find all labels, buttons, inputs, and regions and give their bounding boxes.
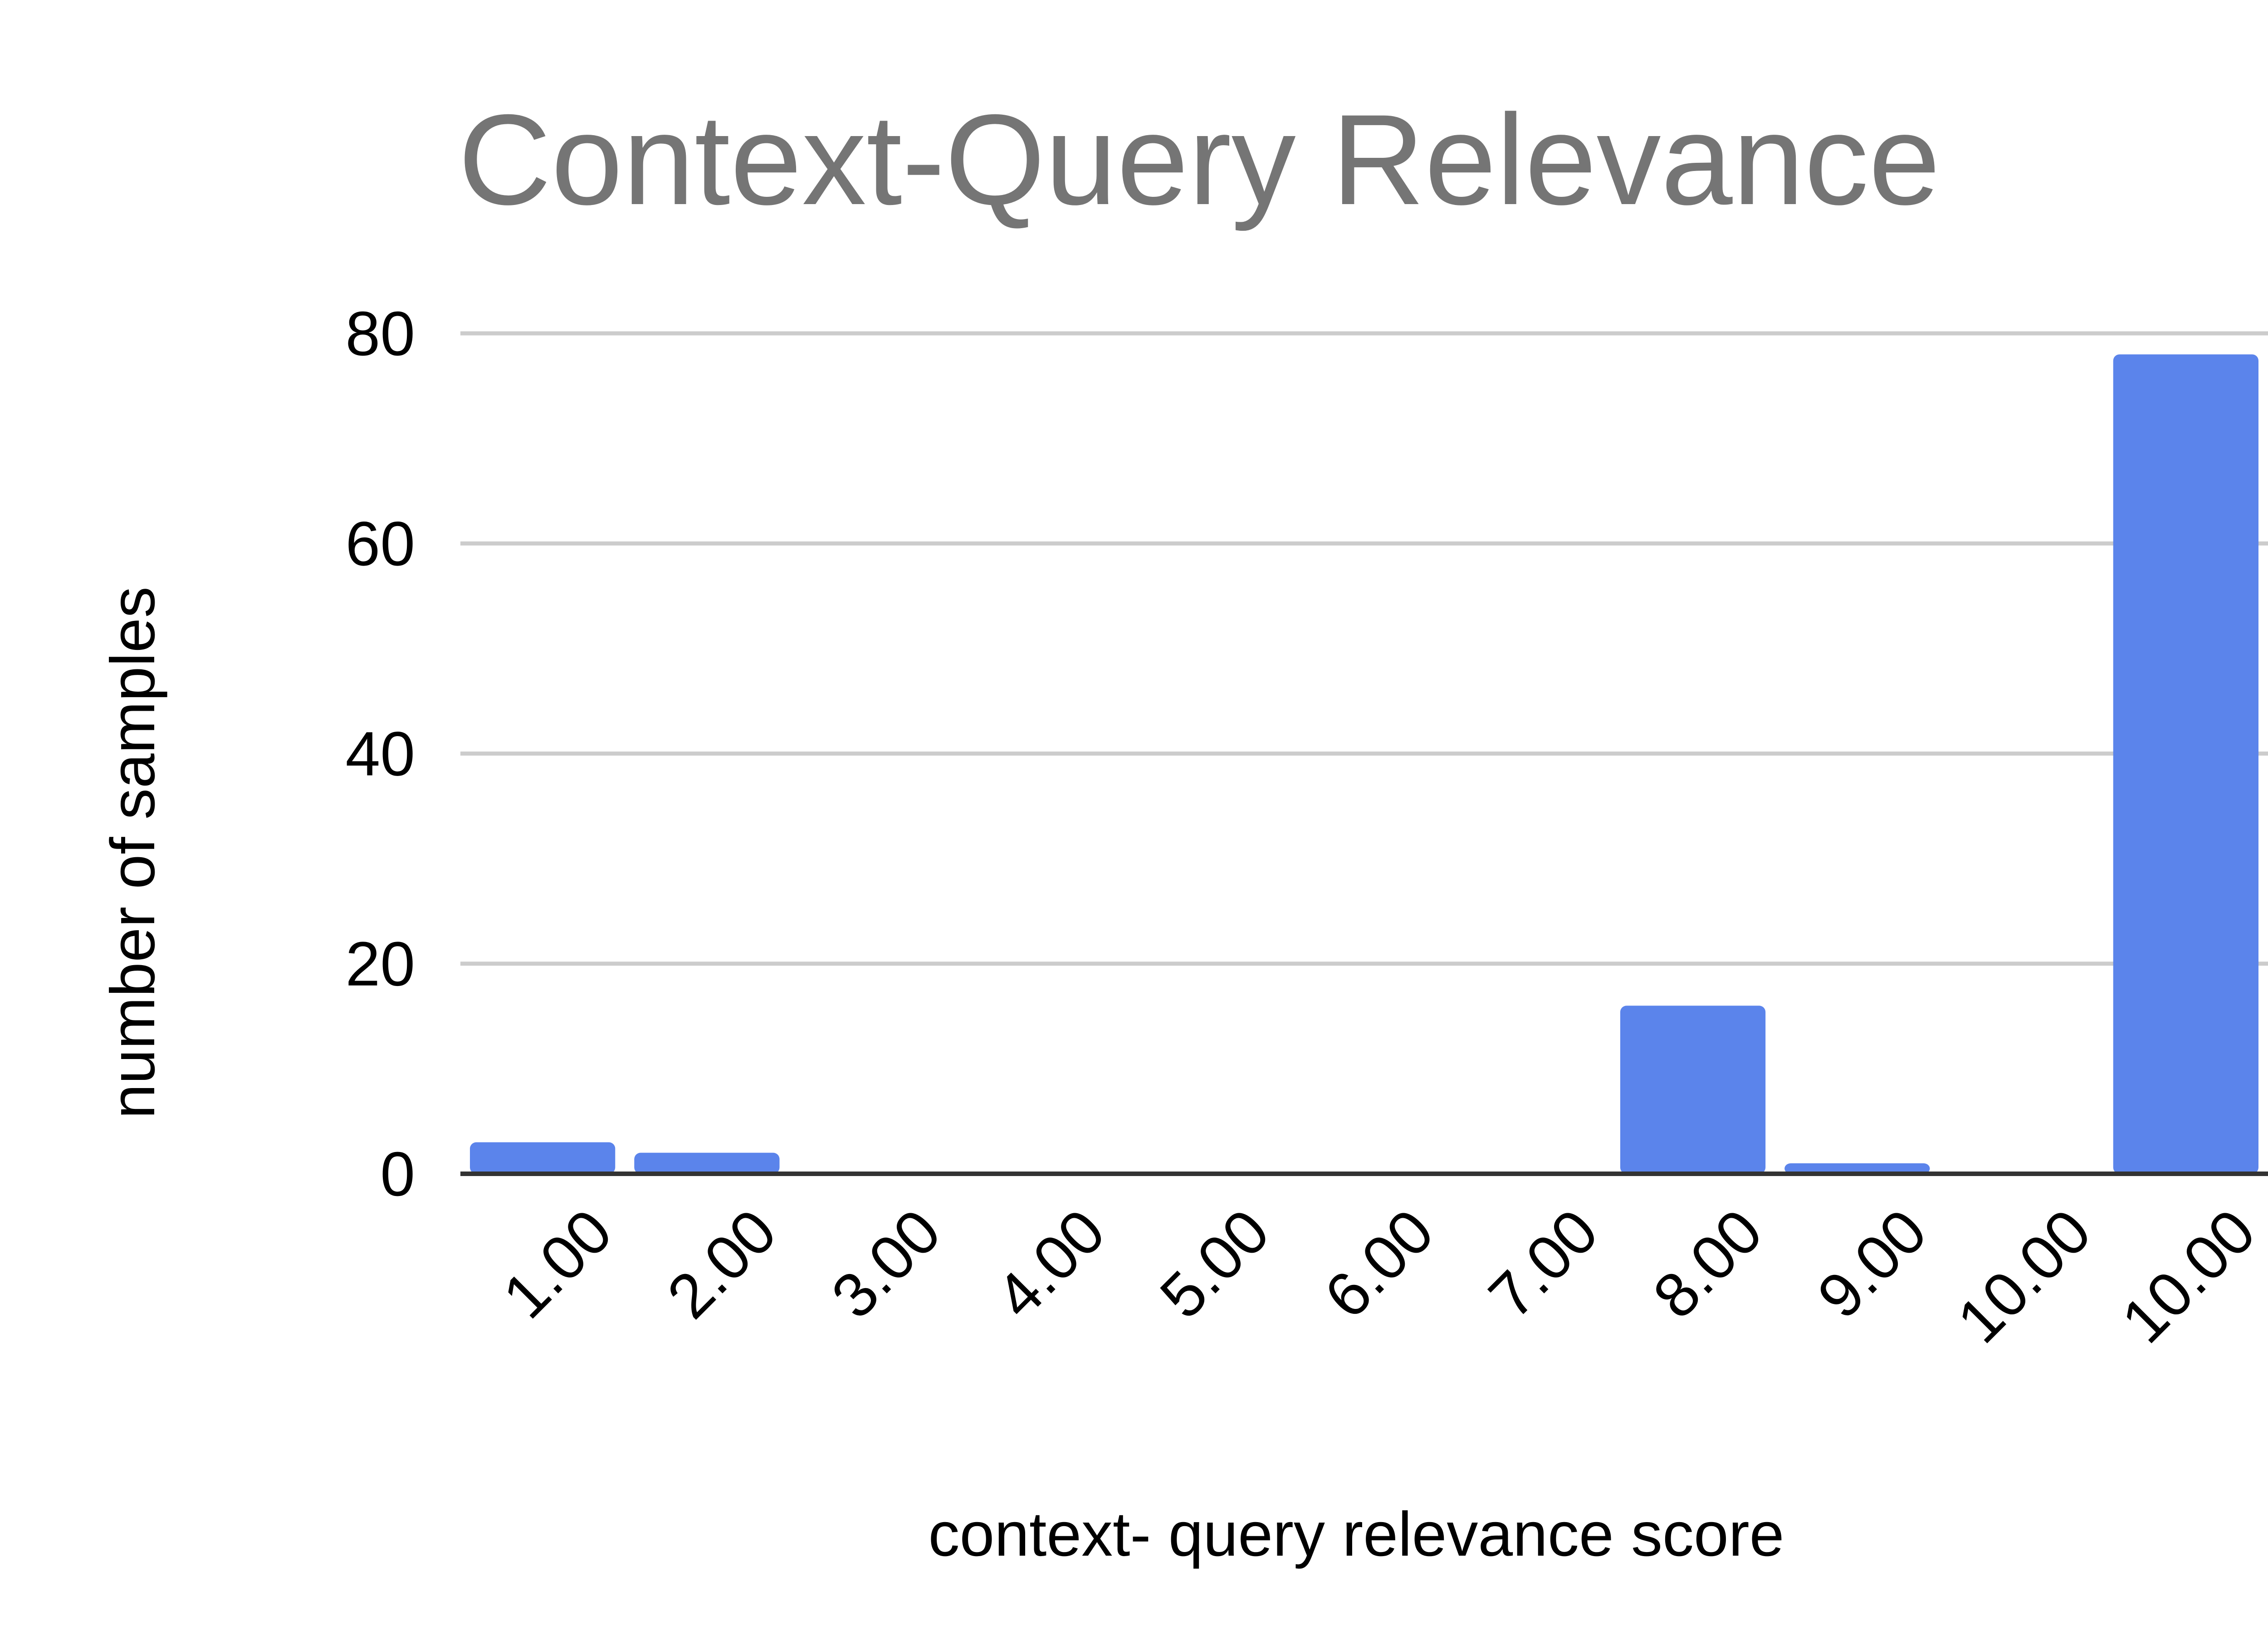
x-tick-labels: 1.00 2.00 3.00 4.00 5.00 6.00 7.00 8.00 9.00 10.0… [490,1196,2268,1356]
x-tick-label: 8.00 [1640,1196,1776,1332]
x-tick-label: 10.00 [2108,1196,2268,1356]
bar [634,1152,780,1174]
x-tick-label: 1.00 [490,1196,626,1332]
x-tick-label: 6.00 [1311,1196,1447,1332]
x-tick-label: 9.00 [1804,1196,1940,1332]
x-tick-label: 4.00 [982,1196,1118,1332]
x-tick-label: 5.00 [1147,1196,1283,1332]
y-tick-label: 20 [346,929,415,999]
chart-title: Context-Query Relevance [458,88,1941,232]
y-axis-label: number of samples [98,586,168,1119]
x-tick-label: 7.00 [1476,1196,1611,1332]
x-axis-label: context- query relevance score [929,1499,1784,1569]
bars [470,354,2258,1174]
y-tick-labels: 0 20 40 60 80 [346,299,415,1209]
y-tick-label: 0 [380,1139,415,1209]
y-tick-label: 80 [346,299,415,369]
bar [2113,354,2258,1174]
x-tick-label: 2.00 [654,1196,790,1332]
y-tick-label: 60 [346,509,415,579]
y-tick-label: 40 [346,719,415,789]
bar [1620,1006,1766,1174]
bar [470,1142,616,1174]
gridlines [460,331,2268,966]
x-tick-label: 10.00 [1944,1196,2104,1356]
bar [1784,1163,1930,1174]
x-tick-label: 3.00 [818,1196,954,1332]
